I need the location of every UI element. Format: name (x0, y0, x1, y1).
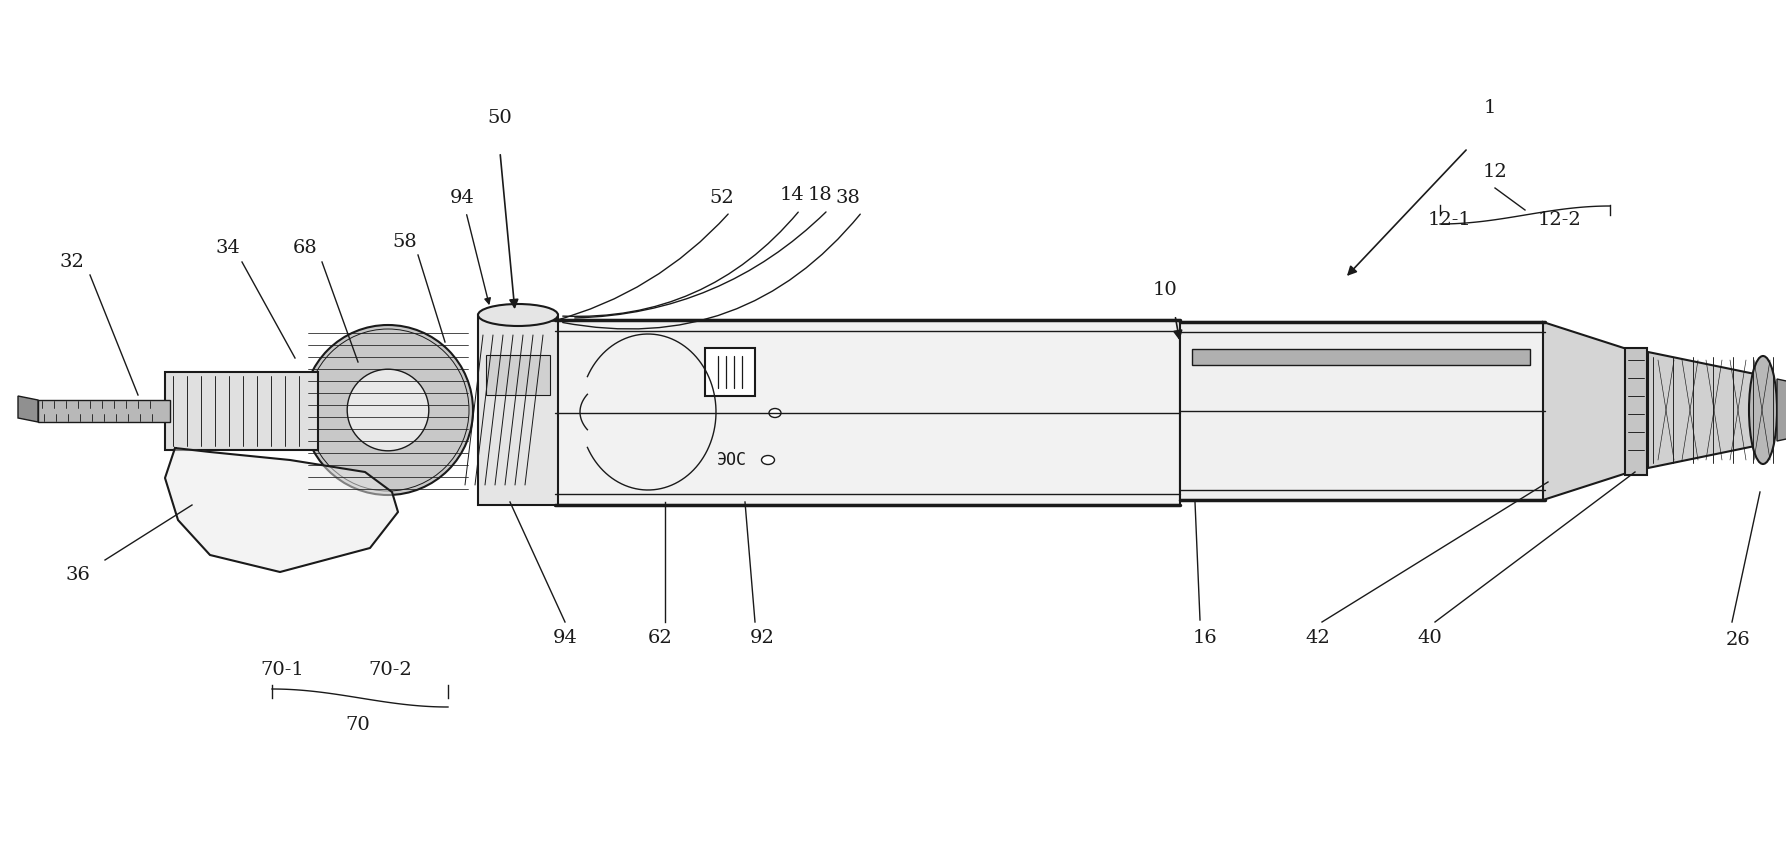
Text: 16: 16 (1193, 629, 1218, 647)
Text: 38: 38 (836, 189, 861, 207)
Text: 42: 42 (1306, 629, 1331, 647)
Text: 68: 68 (293, 239, 318, 257)
Text: 50: 50 (488, 109, 513, 127)
Text: 92: 92 (750, 629, 775, 647)
Text: 36: 36 (66, 566, 91, 584)
Text: 10: 10 (1152, 281, 1177, 299)
Bar (555, 320, 1181, 505)
Text: 94: 94 (450, 189, 475, 207)
Text: 32: 32 (59, 253, 84, 271)
Text: 12: 12 (1482, 163, 1507, 181)
Text: 1: 1 (1484, 99, 1497, 117)
Ellipse shape (1748, 356, 1777, 464)
Polygon shape (1543, 322, 1631, 500)
Text: ЭОС: ЭОС (716, 451, 747, 469)
Ellipse shape (770, 408, 780, 418)
Polygon shape (1777, 379, 1786, 441)
Bar (486, 355, 550, 395)
Bar (164, 372, 318, 450)
Bar (1181, 322, 1545, 500)
Ellipse shape (761, 455, 775, 465)
Text: 62: 62 (648, 629, 672, 647)
Text: 18: 18 (807, 186, 832, 204)
Text: 12-2: 12-2 (1538, 211, 1582, 229)
Polygon shape (164, 448, 398, 572)
Bar (479, 315, 557, 505)
Polygon shape (18, 396, 38, 422)
Ellipse shape (479, 304, 557, 326)
Bar (705, 348, 755, 396)
Bar (1191, 349, 1531, 365)
Bar (38, 400, 170, 422)
Text: 34: 34 (216, 239, 241, 257)
Text: 58: 58 (393, 233, 418, 251)
Text: 70-1: 70-1 (261, 661, 304, 679)
Bar (1625, 348, 1647, 475)
Text: 40: 40 (1418, 629, 1443, 647)
Ellipse shape (304, 325, 473, 495)
Text: 52: 52 (709, 189, 734, 207)
Text: 70-2: 70-2 (368, 661, 413, 679)
Text: 12-1: 12-1 (1429, 211, 1472, 229)
Text: 14: 14 (780, 186, 804, 204)
Text: 70: 70 (346, 716, 370, 734)
Ellipse shape (346, 369, 429, 451)
Text: 26: 26 (1725, 631, 1750, 649)
Polygon shape (1648, 352, 1763, 468)
Text: 94: 94 (552, 629, 577, 647)
